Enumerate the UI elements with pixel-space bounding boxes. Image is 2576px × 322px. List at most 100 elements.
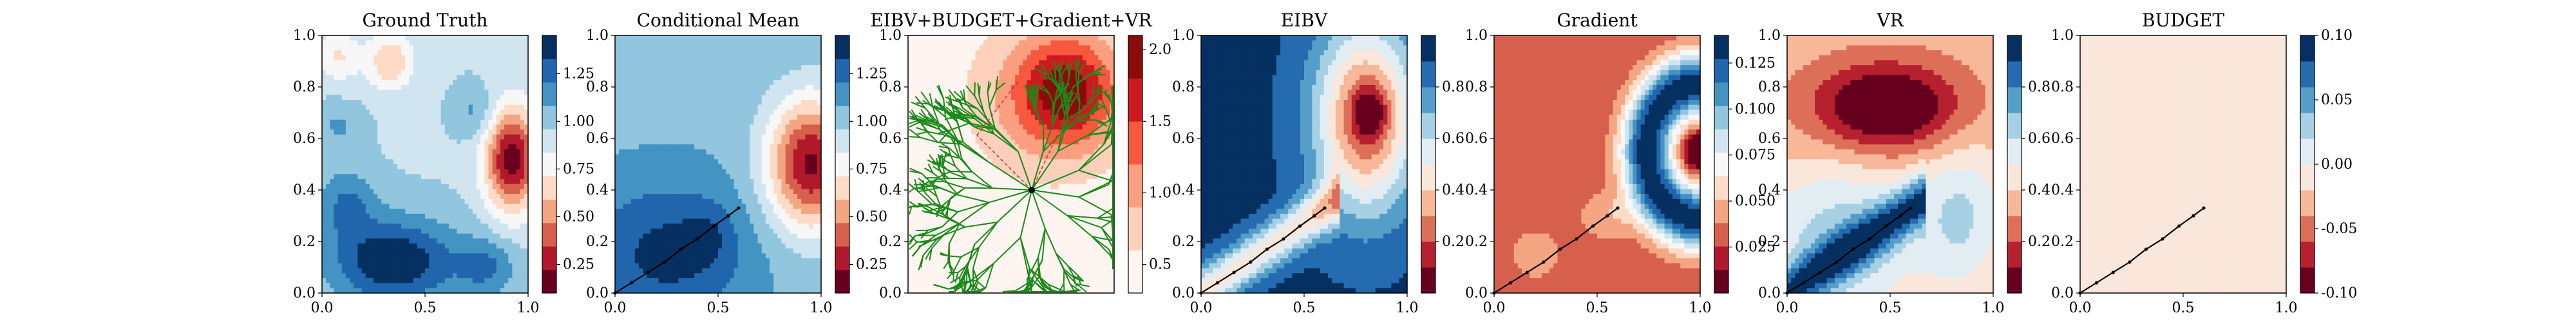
heatmap-cell [457, 159, 461, 164]
heatmap-cell [390, 258, 394, 263]
heatmap-cell [405, 120, 410, 125]
heatmap-cell [488, 174, 493, 179]
heatmap-cell [508, 253, 513, 258]
heatmap-cell [473, 249, 477, 254]
heatmap-cell [690, 90, 695, 95]
heatmap-cell [433, 115, 437, 120]
heatmap-cell [512, 95, 516, 100]
heatmap-cell [330, 120, 334, 125]
heatmap-cell [338, 223, 343, 229]
heatmap-cell [702, 55, 706, 61]
heatmap-cell [659, 174, 663, 179]
heatmap-cell [441, 253, 446, 258]
heatmap-cell [683, 155, 687, 160]
heatmap-cell [670, 41, 675, 46]
heatmap-cell [777, 164, 782, 169]
heatmap-cell [813, 204, 818, 209]
heatmap-cell [385, 115, 390, 120]
heatmap-cell [762, 238, 766, 243]
heatmap-cell [623, 219, 627, 224]
heatmap-cell [429, 65, 433, 70]
heatmap-cell [366, 80, 370, 85]
heatmap-cell [334, 155, 338, 160]
heatmap-cell [385, 258, 390, 263]
heatmap-cell [516, 243, 521, 249]
heatmap-cell [381, 70, 386, 75]
heatmap-cell [512, 194, 516, 199]
heatmap-cell [762, 100, 766, 105]
heatmap-cell [334, 238, 338, 243]
heatmap-cell [477, 169, 481, 175]
heatmap-cell [441, 100, 446, 105]
heatmap-cell [397, 95, 402, 100]
heatmap-cell [334, 60, 338, 65]
heatmap-cell [663, 179, 667, 184]
heatmap-cell [770, 184, 774, 189]
heatmap-cell [690, 120, 695, 125]
heatmap-cell [643, 199, 647, 204]
heatmap-cell [397, 169, 402, 175]
heatmap-cell [801, 234, 806, 239]
heatmap-cell [330, 115, 334, 120]
heatmap-cell [706, 105, 711, 110]
heatmap-cell [469, 263, 473, 269]
heatmap-cell [493, 199, 497, 204]
heatmap-cell [469, 253, 473, 258]
heatmap-cell [330, 258, 334, 263]
heatmap-cell [619, 209, 623, 214]
y-tick-label: 0.4 [293, 182, 316, 198]
x-tick-label: 0.0 [311, 300, 334, 316]
heatmap-cell [631, 85, 636, 90]
heatmap-cell [631, 105, 636, 110]
heatmap-cell [738, 115, 743, 120]
heatmap-cell [497, 70, 501, 75]
heatmap-cell [730, 129, 734, 135]
heatmap-cell [377, 140, 382, 145]
heatmap-cell [409, 95, 413, 100]
heatmap-cell [722, 65, 726, 70]
heatmap-cell [393, 234, 398, 239]
heatmap-cell [714, 100, 719, 105]
heatmap-cell [678, 229, 683, 234]
heatmap-cell [480, 100, 485, 105]
heatmap-cell [504, 70, 509, 75]
heatmap-cell [639, 70, 643, 75]
heatmap-cell [405, 249, 410, 254]
heatmap-cell [469, 189, 473, 194]
heatmap-cell [678, 209, 683, 214]
heatmap-cell [508, 194, 513, 199]
heatmap-cell [810, 214, 814, 219]
heatmap-cell [460, 283, 465, 289]
heatmap-cell [615, 35, 620, 41]
heatmap-cell [683, 50, 687, 55]
heatmap-cell [429, 45, 433, 50]
heatmap-cell [734, 144, 739, 149]
heatmap-cell [647, 174, 651, 179]
heatmap-cell [674, 209, 679, 214]
heatmap-cell [797, 199, 802, 204]
heatmap-cell [350, 238, 354, 243]
heatmap-cell [790, 204, 794, 209]
heatmap-cell [433, 278, 437, 283]
heatmap-cell [650, 238, 655, 243]
heatmap-cell [690, 155, 695, 160]
heatmap-cell [357, 169, 362, 175]
heatmap-cell [643, 55, 647, 61]
heatmap-cell [354, 238, 358, 243]
heatmap-cell [473, 179, 477, 184]
heatmap-cell [397, 174, 402, 179]
heatmap-cell [342, 60, 346, 65]
heatmap-cell [790, 169, 794, 175]
heatmap-cell [623, 65, 627, 70]
heatmap-cell [750, 238, 754, 243]
heatmap-cell [512, 258, 516, 263]
heatmap-cell [805, 55, 810, 61]
heatmap-cell [346, 253, 350, 258]
heatmap-cell [706, 189, 711, 194]
heatmap-cell [714, 149, 719, 155]
heatmap-cell [381, 253, 386, 258]
heatmap-cell [650, 50, 655, 55]
heatmap-cell [786, 115, 790, 120]
heatmap-cell [397, 283, 402, 289]
heatmap-cell [465, 65, 469, 70]
